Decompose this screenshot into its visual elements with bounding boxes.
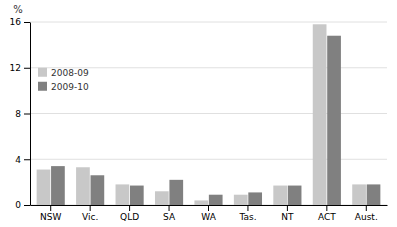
y-tick: 0 [15, 200, 30, 210]
x-tick-mark [247, 205, 248, 211]
bar [169, 180, 183, 205]
bar [327, 36, 341, 205]
x-tick-label: ACT [318, 212, 336, 222]
bar [273, 186, 287, 205]
y-axis-line [30, 23, 31, 206]
bars [37, 24, 381, 205]
x-tick-mark [366, 205, 367, 211]
x-tick-mark [208, 205, 209, 211]
x-tick-label: Tas. [238, 212, 256, 222]
y-tick-label: 16 [10, 17, 22, 27]
chart: 0 4 8 12 16 NSW Vic. QLD SA WA Tas. NT ACT Aust. 2008-… [0, 0, 397, 227]
x-tick-mark [287, 205, 288, 211]
x-tick: ACT [318, 205, 336, 222]
x-tick: NSW [40, 205, 61, 222]
x-tick-label: SA [163, 212, 176, 222]
legend-swatch [38, 82, 47, 91]
x-tick: Aust. [355, 205, 378, 222]
x-tick-mark [129, 205, 130, 211]
legend-item: 2008-09 [38, 68, 89, 78]
bar [76, 167, 90, 205]
bar [234, 195, 248, 205]
legend: 2008-09 2009-10 [38, 68, 89, 92]
x-tick-label: NT [281, 212, 294, 222]
bar [209, 195, 223, 205]
x-tick-label: Vic. [82, 212, 98, 222]
bar-series [51, 36, 380, 205]
y-tick-label: 4 [15, 155, 21, 165]
x-tick: QLD [120, 205, 139, 222]
y-tick-label: 0 [15, 200, 21, 210]
bar [367, 184, 381, 205]
y-tick-mark [24, 114, 30, 115]
bar [288, 186, 302, 205]
x-tick-label: Aust. [355, 212, 378, 222]
bar [248, 192, 262, 205]
grid [30, 22, 387, 205]
y-tick: 16 [10, 17, 30, 27]
grid-line [30, 22, 387, 23]
x-tick: SA [163, 205, 176, 222]
x-tick-mark [50, 205, 51, 211]
bar-series [37, 24, 366, 205]
bar [155, 191, 169, 205]
legend-swatch [38, 68, 47, 77]
legend-label: 2009-10 [51, 82, 89, 92]
bar [313, 24, 327, 205]
y-tick-mark [24, 68, 30, 69]
bar [130, 186, 144, 205]
x-tick-label: QLD [120, 212, 139, 222]
x-tick-mark [90, 205, 91, 211]
y-tick-label: 8 [15, 109, 21, 119]
x-tick-mark [169, 205, 170, 211]
x-tick: WA [201, 205, 216, 222]
x-tick-mark [326, 205, 327, 211]
bar [37, 170, 51, 205]
x-tick-label: NSW [40, 212, 61, 222]
x-axis: NSW Vic. QLD SA WA Tas. NT ACT Aust. [31, 205, 388, 222]
legend-item: 2009-10 [38, 82, 89, 92]
bar [352, 184, 366, 205]
legend-label: 2008-09 [51, 68, 89, 78]
bar [51, 166, 65, 205]
bar [116, 184, 130, 205]
y-tick-mark [24, 205, 30, 206]
y-tick: 12 [10, 63, 30, 73]
plot: 0 4 8 12 16 NSW Vic. QLD SA WA Tas. NT ACT Aust. 2008-… [10, 17, 388, 222]
x-tick: Tas. [238, 205, 256, 222]
x-tick: NT [281, 205, 294, 222]
bar [91, 175, 105, 205]
bar [194, 200, 208, 205]
y-tick: 8 [15, 109, 30, 119]
y-axis: 0 4 8 12 16 [10, 17, 31, 210]
y-tick-mark [24, 159, 30, 160]
y-tick-mark [24, 22, 30, 23]
y-tick-label: 12 [10, 63, 21, 73]
x-tick-label: WA [201, 212, 216, 222]
y-axis-title: % [13, 4, 23, 15]
x-tick: Vic. [82, 205, 98, 222]
y-tick: 4 [15, 155, 30, 165]
